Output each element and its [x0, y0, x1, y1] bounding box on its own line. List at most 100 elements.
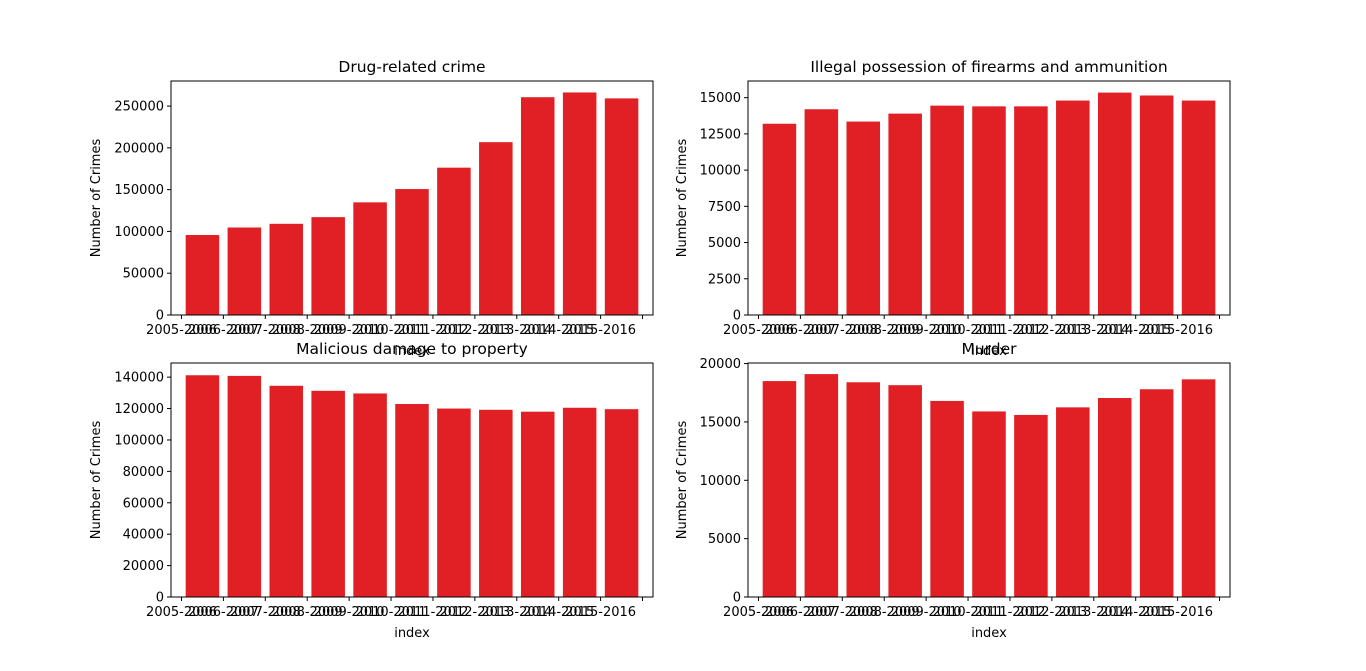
bar-2005-2006: [762, 381, 797, 597]
bar-2014-2015: [562, 92, 597, 316]
chart-title: Illegal possession of firearms and ammun…: [810, 58, 1167, 76]
x-tick-label: 2005-2006: [723, 605, 794, 620]
x-tick-label: 2013-2014: [481, 323, 552, 338]
bar-2012-2013: [479, 409, 513, 597]
bar-2009-2010: [930, 400, 964, 597]
y-tick-label: 100000: [114, 433, 164, 448]
y-tick-label: 0: [156, 309, 164, 324]
x-tick-label: 2007-2008: [230, 605, 301, 620]
murder-panel: 050001000015000200002005-20062006-200720…: [675, 340, 1231, 641]
y-tick-label: 80000: [123, 465, 164, 480]
x-tick-label: 2010-2011: [933, 605, 1004, 620]
bar-2014-2015: [1139, 389, 1174, 597]
y-axis-label: Number of Crimes: [675, 139, 690, 258]
malicious-damage-to-property-panel: 0 20000 40000 60000 80000 100000 120000 140000 2…: [89, 340, 654, 641]
x-tick-label: 2007-2008: [807, 605, 878, 620]
axes-frame: [170, 80, 654, 316]
x-tick-label: 2005-2006: [146, 323, 217, 338]
y-tick-label: 200000: [114, 141, 164, 156]
y-tick-label: 0: [733, 591, 741, 606]
bar-2009-2010: [353, 202, 387, 315]
bar-2013-2014: [1097, 92, 1132, 315]
x-tick-label: 2005-2006: [146, 605, 217, 620]
y-axis-label: Number of Crimes: [89, 421, 104, 540]
y-tick-label: 0: [733, 309, 741, 324]
y-tick-label: 15000: [700, 415, 741, 430]
bar-2010-2011: [972, 106, 1006, 315]
x-tick-label: 2010-2011: [356, 605, 427, 620]
y-tick-label: 5000: [708, 236, 741, 251]
x-tick-label: 2009-2010: [314, 323, 385, 338]
bar-2008-2009: [888, 385, 922, 597]
x-tick-label: 2015-2016: [1142, 605, 1213, 620]
x-tick-label: 2009-2010: [891, 605, 962, 620]
bar-2014-2015: [1139, 95, 1174, 315]
y-tick-label: 60000: [123, 496, 164, 511]
bar-2015-2016: [604, 98, 639, 315]
x-tick-label: 2011-2012: [975, 323, 1046, 338]
y-tick-label: 40000: [123, 528, 164, 543]
bar-2011-2012: [1014, 106, 1048, 315]
y-tick-label: 100000: [114, 225, 164, 240]
x-tick-label: 2012-2013: [1016, 323, 1087, 338]
bar-2013-2014: [520, 97, 555, 315]
y-tick-label: 140000: [114, 371, 164, 386]
chart-title: Malicious damage to property: [296, 340, 528, 358]
x-axis-label: index: [394, 344, 430, 359]
x-tick-label: 2007-2008: [230, 323, 301, 338]
bar-2009-2010: [930, 105, 964, 315]
x-tick-label: 2012-2013: [439, 323, 510, 338]
x-tick-label: 2009-2010: [314, 605, 385, 620]
x-tick-label: 2006-2007: [188, 605, 259, 620]
bar-2008-2009: [888, 113, 922, 315]
bar-2013-2014: [520, 411, 555, 597]
y-tick-label: 10000: [700, 474, 741, 489]
x-tick-label: 2008-2009: [272, 323, 343, 338]
bar-2007-2008: [269, 223, 304, 315]
bar-2008-2009: [311, 217, 345, 315]
bar-2014-2015: [562, 407, 597, 597]
bar-2012-2013: [1056, 407, 1090, 597]
y-tick-label: 12500: [700, 127, 741, 142]
axes-frame: [747, 80, 1231, 316]
x-tick-label: 2011-2012: [975, 605, 1046, 620]
y-tick-label: 5000: [708, 532, 741, 547]
y-axis-label: Number of Crimes: [89, 139, 104, 258]
bar-2011-2012: [437, 408, 471, 597]
bar-2005-2006: [762, 123, 797, 315]
bar-2006-2007: [804, 374, 839, 597]
bar-2011-2012: [1014, 414, 1048, 597]
x-tick-label: 2006-2007: [765, 323, 836, 338]
x-tick-label: 2008-2009: [849, 323, 920, 338]
bar-2012-2013: [479, 142, 513, 315]
chart-title: Murder: [961, 340, 1017, 358]
bar-2005-2006: [185, 375, 220, 597]
bar-2015-2016: [1181, 379, 1216, 597]
x-tick-label: 2011-2012: [398, 605, 469, 620]
bar-2007-2008: [846, 382, 881, 597]
y-tick-label: 10000: [700, 164, 741, 179]
drug-related-crime-panel: 0500001000001500002000002500002005-20062…: [89, 58, 654, 359]
x-axis-label: index: [394, 626, 430, 641]
bar-2013-2014: [1097, 398, 1132, 597]
bar-2009-2010: [353, 393, 387, 597]
x-tick-label: 2007-2008: [807, 323, 878, 338]
x-axis-label: index: [971, 344, 1007, 359]
x-tick-label: 2015-2016: [565, 605, 636, 620]
x-tick-label: 2012-2013: [439, 605, 510, 620]
y-tick-label: 150000: [114, 183, 164, 198]
x-tick-label: 2012-2013: [1016, 605, 1087, 620]
y-tick-label: 250000: [114, 100, 164, 115]
x-tick-label: 2013-2014: [1058, 605, 1129, 620]
y-tick-label: 15000: [700, 91, 741, 106]
x-tick-label: 2013-2014: [1058, 323, 1129, 338]
x-tick-label: 2011-2012: [398, 323, 469, 338]
illegal-possession-of-firearms-and-ammunition-panel: 02500500075001000012500150002005-2006200…: [675, 58, 1231, 359]
bar-2010-2011: [395, 189, 429, 315]
bar-2011-2012: [437, 167, 471, 315]
x-axis-label: index: [971, 626, 1007, 641]
y-axis-label: Number of Crimes: [675, 421, 690, 540]
y-tick-label: 20000: [700, 357, 741, 372]
bar-2008-2009: [311, 390, 345, 597]
bar-2015-2016: [1181, 100, 1216, 316]
